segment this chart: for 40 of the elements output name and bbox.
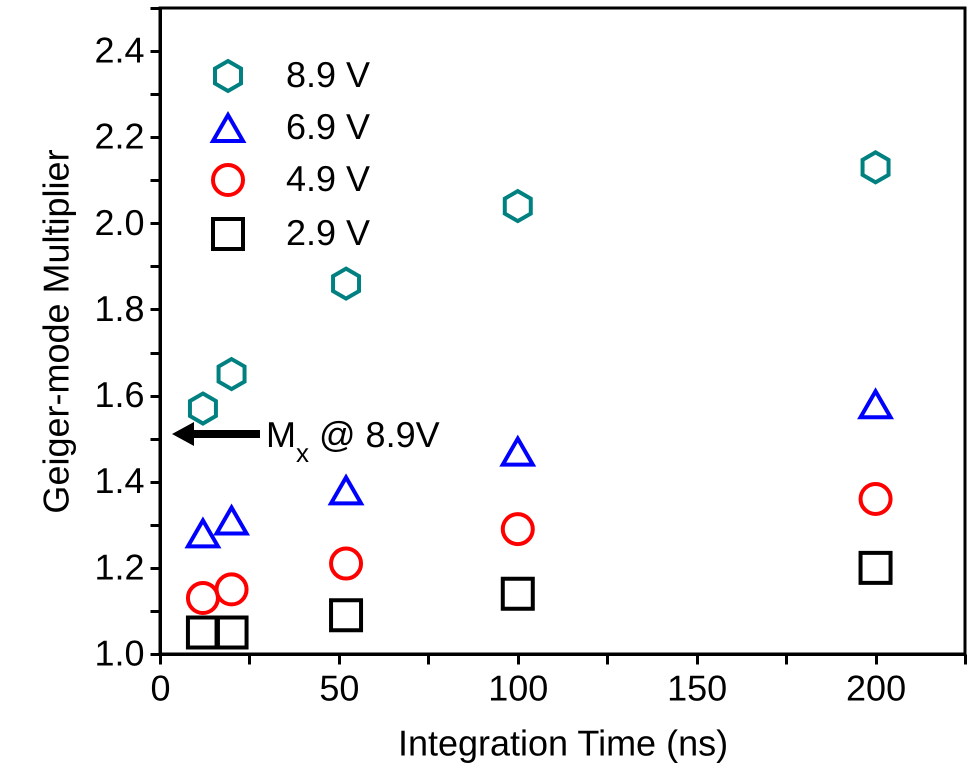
legend-label: 2.9 V [286,212,370,253]
point [188,392,218,426]
point [500,436,535,467]
y-tick-label: 2.0 [94,202,144,243]
y-tick-label: 1.0 [94,632,144,674]
point [186,518,220,548]
y-tick-label: 2.2 [94,116,144,157]
point [502,189,533,224]
y-tick-label: 1.2 [94,546,144,588]
point [500,512,535,546]
x-tick-label: 50 [319,668,360,708]
point [329,598,364,632]
point [860,150,891,184]
point [858,550,893,585]
y-tick-label: 1.4 [94,460,144,502]
point [329,546,364,581]
legend-label: 4.9 V [286,158,370,199]
point [331,266,362,301]
x-tick-label: 200 [846,668,906,708]
y-tick-label: 1.6 [94,374,144,416]
point [858,482,893,516]
y-axis-title: Geiger-mode Multiplier [35,149,76,514]
annotation: M$_{x}$ @ 8.9V [266,414,440,468]
x-tick-label: 0 [150,668,171,708]
point [186,615,220,650]
legend-label: 6.9 V [286,106,370,147]
point [186,581,220,615]
x-tick-label: 100 [488,668,548,708]
point [216,357,247,392]
point [214,615,249,650]
point [858,389,893,420]
y-tick-label: 1.8 [94,288,144,329]
point [500,576,535,611]
legend-label: 8.9 V [286,54,370,95]
point [214,572,249,606]
x-tick-label: 150 [667,668,728,708]
point [329,475,364,506]
y-tick-label: 2.4 [94,30,144,71]
point [214,506,249,536]
x-axis-title: Integration Time (ns) [398,722,728,764]
